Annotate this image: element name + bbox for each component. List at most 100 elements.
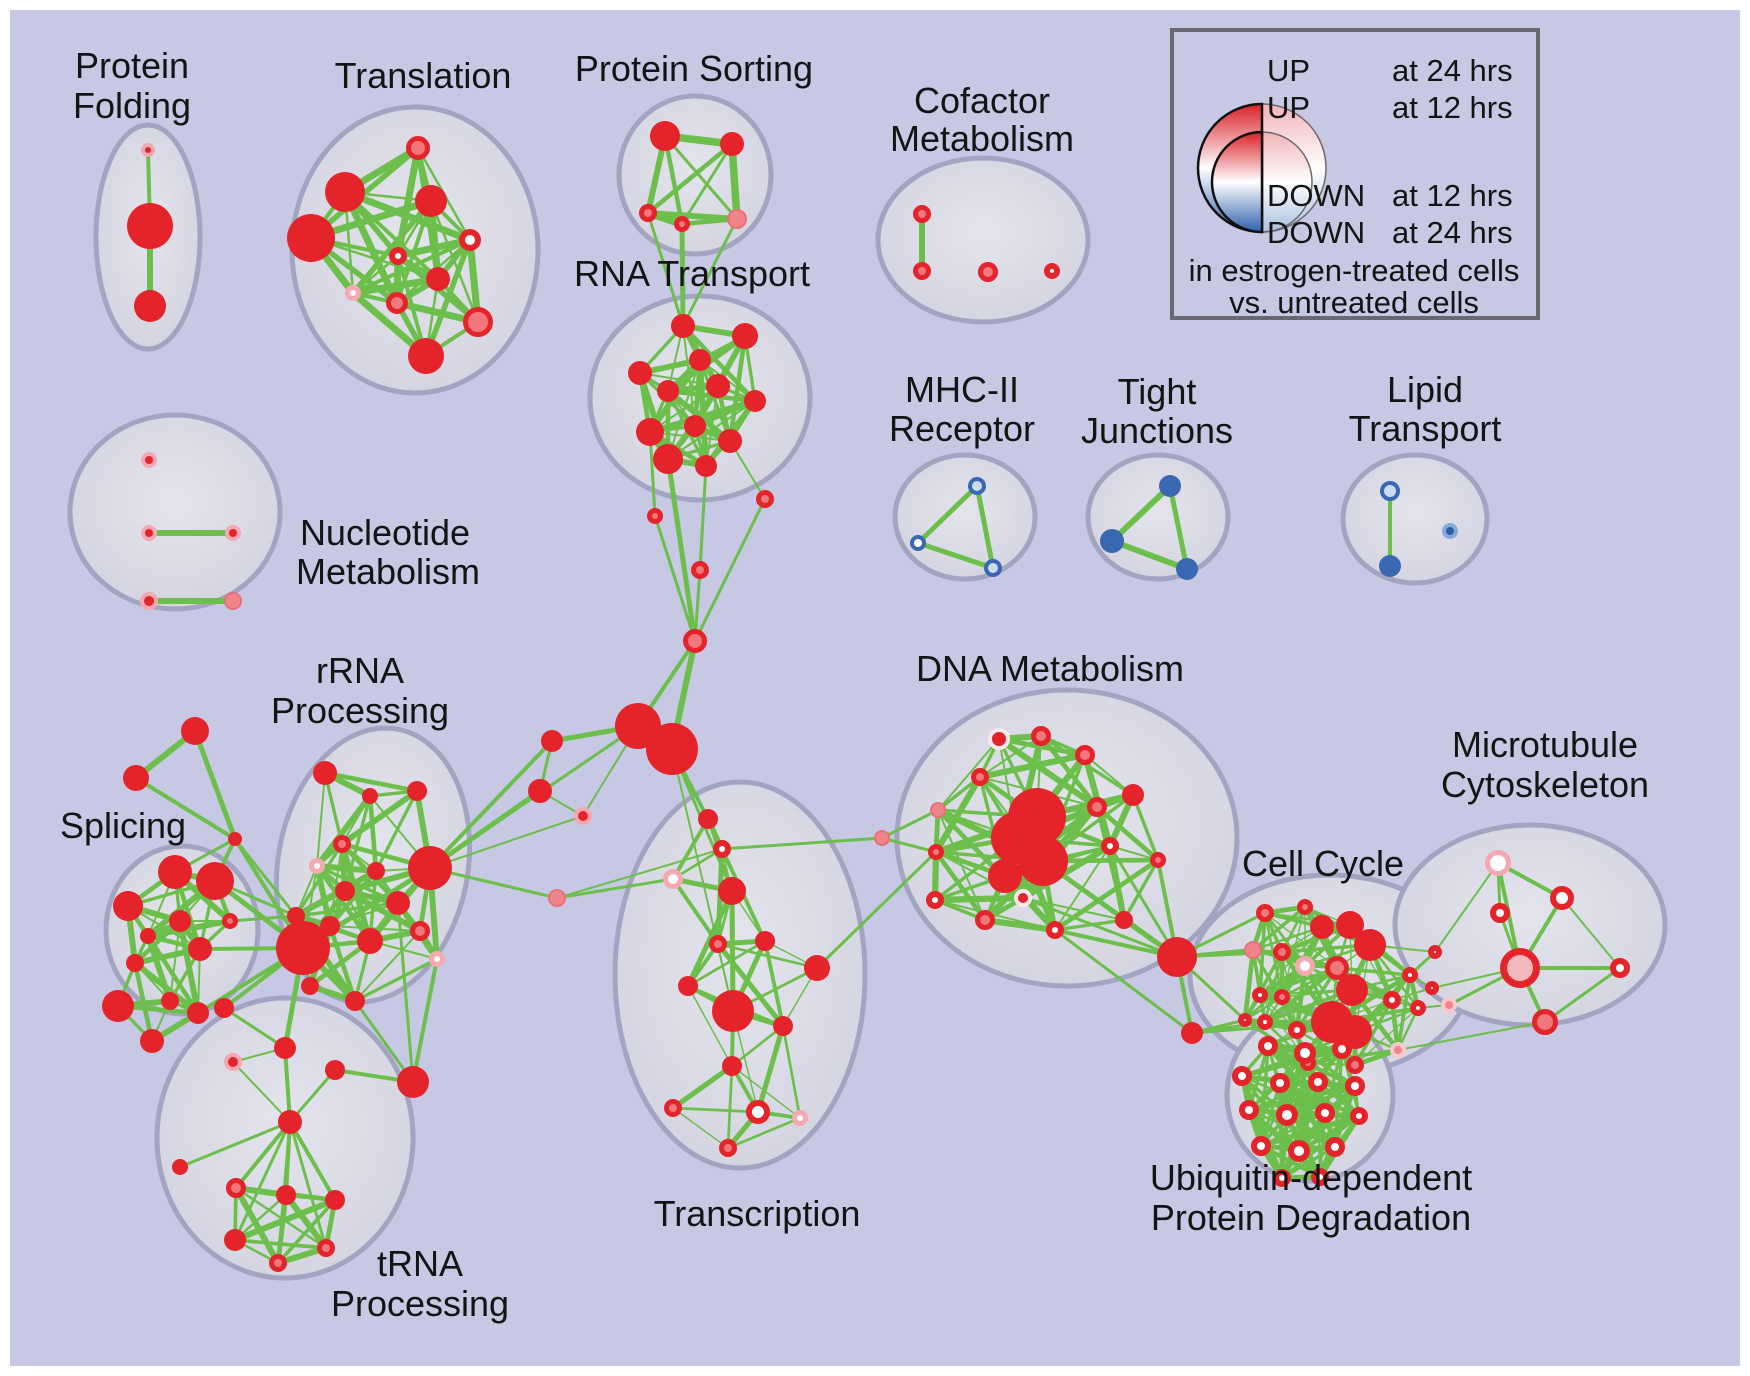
network-node-tn6 [172,1159,188,1175]
network-node-mc2 [1550,886,1574,910]
network-node-dmLow [1181,1022,1203,1044]
network-node-ub12 [1251,1136,1271,1156]
network-edge [276,1198,337,1265]
network-edge [231,1196,339,1244]
network-node-dm3 [1075,745,1095,765]
network-edge [646,211,685,328]
network-node-ub2 [1294,1042,1316,1064]
network-edge [715,941,786,1029]
network-node-tn4 [325,1060,345,1080]
network-node-ps1 [650,121,680,151]
network-node-ub10 [1315,1103,1335,1123]
network-node-tr10 [463,307,493,337]
legend-row-time: at 24 hrs [1392,53,1513,88]
network-edge [232,1184,282,1267]
network-node-sp8 [126,954,144,972]
network-edge [556,848,723,899]
network-node-mc3 [1490,903,1510,923]
network-edge [937,738,1000,811]
cluster-label-mhc-ii-receptor: Receptor [889,408,1035,449]
network-node-lt3 [1442,523,1458,539]
network-node-rrBig [408,846,452,890]
network-node-dm6 [1087,797,1107,817]
network-node-ub4 [1232,1066,1252,1086]
network-node-pf1 [141,143,155,157]
network-node-cc6 [1244,941,1262,959]
network-node-nm4 [140,592,158,610]
network-node-cc22 [1346,1056,1364,1074]
cluster-label-protein-folding: Folding [73,85,191,126]
network-node-tr6 [389,247,407,265]
network-node-tc3 [663,869,683,889]
network-edge [1242,947,1256,1023]
network-node-cc12 [1274,989,1290,1005]
cluster-label-cell-cycle: Cell Cycle [1242,843,1404,884]
network-node-rt6 [706,374,730,398]
network-node-rr1 [313,761,337,785]
network-node-tr8 [345,285,361,301]
network-edge [1019,842,1114,902]
network-edge [1251,905,1307,952]
network-edge [343,190,440,281]
network-node-cc2 [1297,899,1313,915]
network-edge [996,736,1088,758]
network-edge [1317,1083,1358,1180]
network-edge [932,773,984,856]
network-edge [233,1193,288,1242]
network-edge [1109,538,1190,572]
network-edge [637,370,671,462]
network-node-nm2 [141,525,157,541]
network-node-rr6 [367,862,385,880]
network-edge [316,772,326,867]
network-node-tc16 [792,1110,808,1126]
network-node-cf2 [913,262,931,280]
network-edge [428,739,554,870]
network-edge [1258,966,1339,997]
network-node-tc14 [746,1100,770,1124]
network-edge [1434,862,1499,953]
network-node-mh1 [968,477,986,495]
network-node-tj2 [1100,529,1124,553]
network-edge [169,920,181,1002]
network-node-ch2 [691,561,709,579]
network-node-tr9 [386,292,408,314]
network-edge [995,735,1101,811]
network-node-cf1 [913,205,931,223]
network-edge [232,1061,291,1123]
network-edge [1284,1083,1358,1118]
network-node-rt4 [628,361,652,385]
network-node-rr7 [335,881,355,901]
cluster-label-dna-metabolism: DNA Metabolism [916,648,1184,689]
network-edge [353,999,415,1084]
network-edge [730,1024,785,1068]
network-edge [728,140,741,223]
network-node-tr1 [406,136,430,160]
network-edge [981,916,1059,934]
network-node-tc15 [719,1139,737,1157]
network-node-cc19 [1402,967,1418,983]
network-edge [1296,1113,1362,1154]
network-edge [1280,1145,1337,1180]
network-node-sp3 [113,891,143,921]
network-edge [686,939,767,988]
network-node-ub9 [1276,1104,1298,1126]
network-node-rr15 [429,951,445,967]
network-edge [1281,951,1298,1031]
network-node-tn12 [269,1254,287,1272]
network-node-tc9 [804,955,830,981]
network-node-tn5 [397,1066,429,1098]
network-node-rr5 [309,858,325,874]
network-edge [670,1063,735,1111]
network-edge [349,275,442,297]
network-node-dm5 [930,802,946,818]
network-node-sp4 [169,910,191,932]
network-node-ch4 [683,629,707,653]
network-node-dm2 [1031,726,1051,746]
cluster-ellipse-nucleotide-metabolism [67,412,283,612]
network-edge [933,849,988,923]
network-node-tr11 [408,338,444,374]
network-node-sp9 [102,990,134,1022]
